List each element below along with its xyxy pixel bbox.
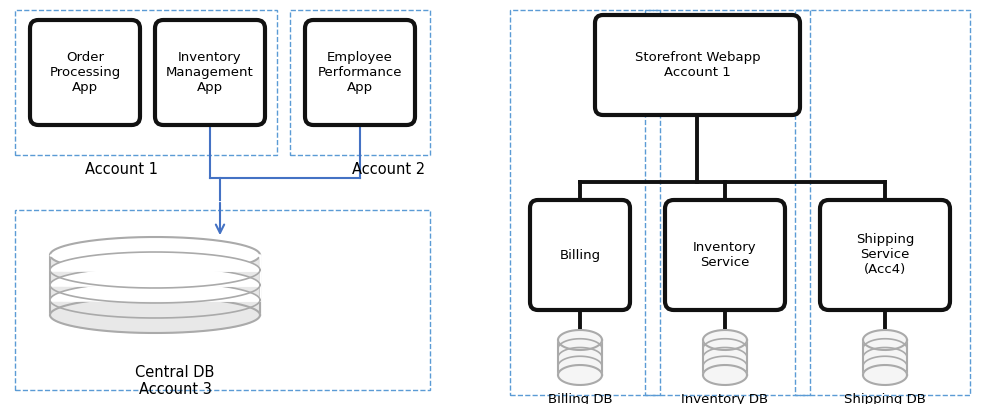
Polygon shape <box>702 330 746 350</box>
Polygon shape <box>558 340 602 375</box>
Bar <box>644 10 809 395</box>
Bar <box>794 10 969 395</box>
Text: Inventory
Management
App: Inventory Management App <box>165 51 254 94</box>
Polygon shape <box>702 365 746 385</box>
Polygon shape <box>558 330 602 350</box>
Text: Shipping
Service
(Acc4): Shipping Service (Acc4) <box>855 234 914 276</box>
Polygon shape <box>50 255 260 315</box>
Bar <box>15 10 277 155</box>
FancyBboxPatch shape <box>595 15 799 115</box>
FancyBboxPatch shape <box>664 200 784 310</box>
Text: Storefront Webapp
Account 1: Storefront Webapp Account 1 <box>634 51 759 79</box>
Polygon shape <box>702 340 746 375</box>
Text: Central DB
Account 3: Central DB Account 3 <box>135 365 215 398</box>
FancyBboxPatch shape <box>530 200 629 310</box>
FancyBboxPatch shape <box>819 200 949 310</box>
FancyBboxPatch shape <box>30 20 139 125</box>
Text: Employee
Performance
App: Employee Performance App <box>317 51 402 94</box>
Text: Account 1: Account 1 <box>85 162 157 177</box>
Text: Billing DB

Account 2: Billing DB Account 2 <box>546 393 613 404</box>
Text: Shipping DB

Account 4: Shipping DB Account 4 <box>844 393 925 404</box>
Text: Account 2: Account 2 <box>352 162 424 177</box>
Text: Order
Processing
App: Order Processing App <box>49 51 120 94</box>
FancyBboxPatch shape <box>305 20 414 125</box>
FancyBboxPatch shape <box>154 20 265 125</box>
Bar <box>510 10 659 395</box>
Polygon shape <box>863 330 906 350</box>
Polygon shape <box>863 365 906 385</box>
Text: Inventory DB

Account 3: Inventory DB Account 3 <box>681 393 768 404</box>
Bar <box>290 10 429 155</box>
Text: Inventory
Service: Inventory Service <box>692 241 756 269</box>
Polygon shape <box>863 340 906 375</box>
Polygon shape <box>50 297 260 333</box>
Polygon shape <box>558 365 602 385</box>
Text: Billing: Billing <box>559 248 600 261</box>
Polygon shape <box>50 237 260 273</box>
Bar <box>15 210 429 390</box>
